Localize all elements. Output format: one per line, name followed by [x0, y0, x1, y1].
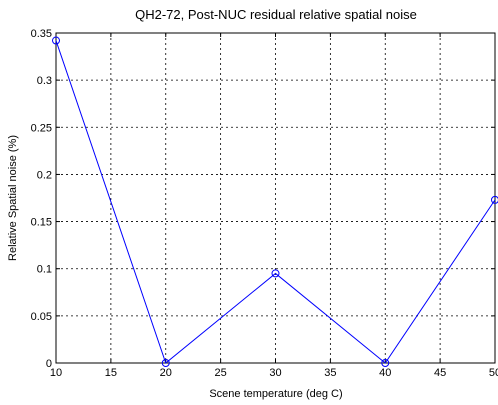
x-tick-label: 40: [379, 367, 391, 379]
x-tick-label: 45: [434, 367, 446, 379]
x-tick-label: 15: [105, 367, 117, 379]
chart-title: QH2-72, Post-NUC residual relative spati…: [135, 7, 417, 22]
y-tick-label: 0.3: [37, 75, 52, 87]
data-point: [381, 359, 390, 367]
x-tick-label: 30: [269, 367, 281, 379]
x-axis-label: Scene temperature (deg C): [209, 388, 342, 400]
y-tick-label: 0.25: [31, 122, 52, 134]
y-tick-label: 0.2: [37, 169, 52, 181]
y-tick-labels: 0 0.05 0.1 0.15 0.2 0.25 0.3 0.35: [31, 28, 52, 370]
data-series: [52, 36, 498, 367]
y-tick-label: 0.15: [31, 217, 52, 229]
data-point: [52, 36, 60, 45]
x-tick-label: 35: [324, 367, 336, 379]
axes: [55, 32, 496, 364]
data-point: [271, 269, 280, 278]
series-line: [55, 40, 496, 364]
y-axis-label: Relative Spatial noise (%): [7, 135, 19, 261]
data-point: [491, 195, 498, 204]
axes-box: [55, 32, 496, 364]
x-tick-label: 50: [489, 367, 498, 379]
data-point: [161, 359, 170, 367]
x-tick-label: 20: [160, 367, 172, 379]
grid-lines: [56, 33, 495, 363]
y-tick-label: 0: [46, 358, 52, 370]
y-tick-label: 0.05: [31, 311, 52, 323]
y-tick-label: 0.1: [37, 264, 52, 276]
x-tick-label: 25: [215, 367, 227, 379]
x-tick-labels: 10 15 20 25 30 35 40 45 50: [50, 367, 498, 379]
y-tick-label: 0.35: [31, 28, 52, 40]
x-tick-label: 10: [50, 367, 62, 379]
